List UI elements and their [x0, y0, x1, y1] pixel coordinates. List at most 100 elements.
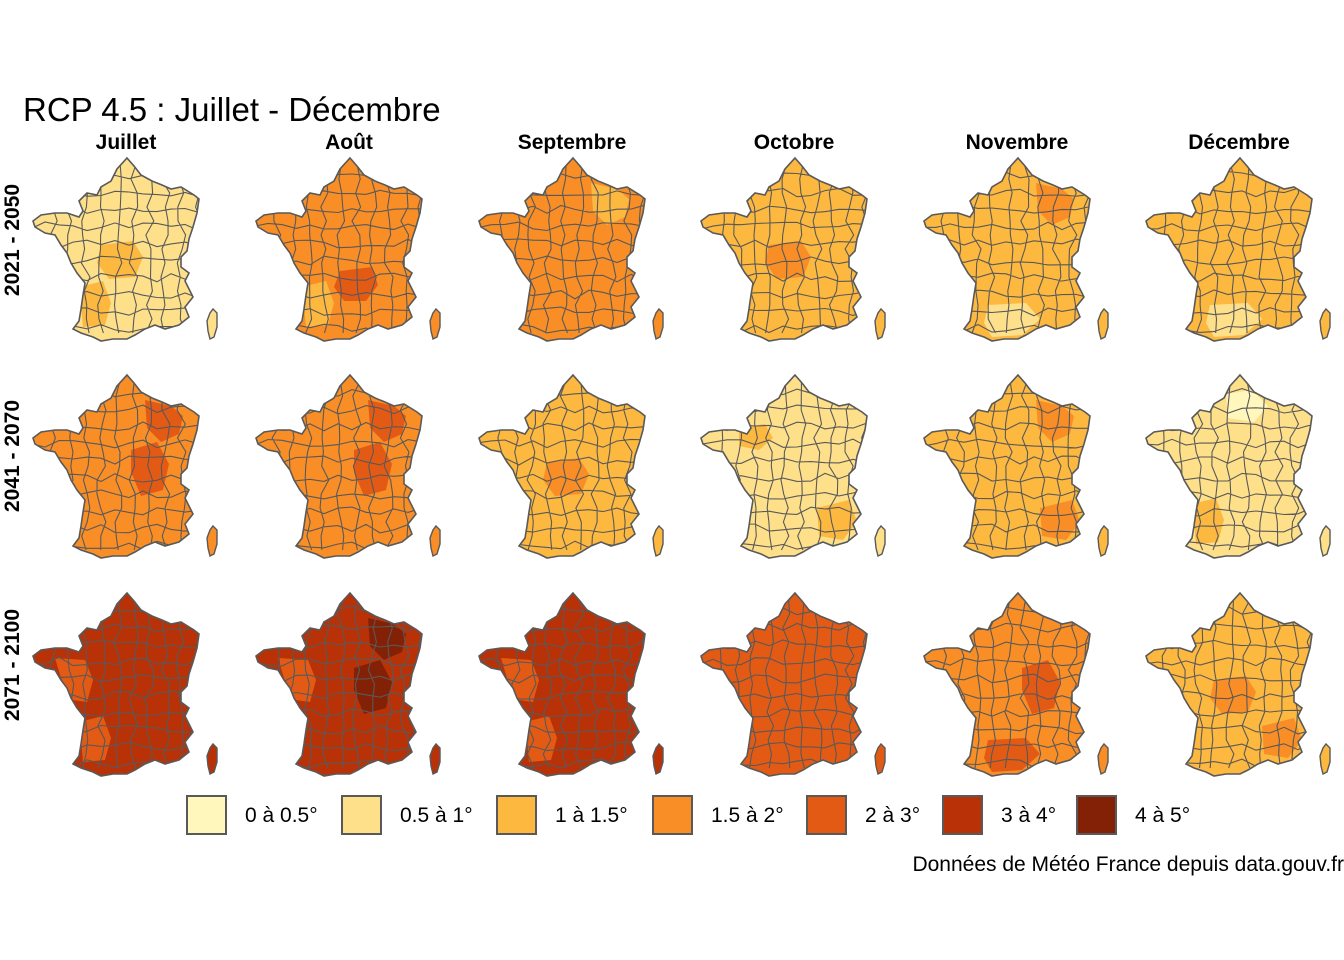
country-outline [700, 591, 868, 777]
column-label-2: Septembre [517, 131, 627, 154]
legend-label: 0 à 0.5° [245, 804, 318, 827]
legend-swatch [942, 795, 983, 835]
legend-swatch [1076, 795, 1117, 835]
legend-label: 4 à 5° [1135, 804, 1191, 827]
map-panel-1-5 [1144, 372, 1334, 567]
country-outline [923, 156, 1091, 342]
region-south-east [1040, 500, 1080, 540]
corsica [429, 307, 441, 341]
legend-swatch [806, 795, 847, 835]
country-outline [478, 591, 646, 777]
france-map [478, 156, 664, 342]
map-panel-2-0 [31, 590, 221, 785]
france-map [700, 373, 886, 559]
country-outline [1145, 591, 1313, 777]
column-label-4: Novembre [965, 131, 1069, 154]
map-panel-0-5 [1144, 155, 1334, 350]
country-outline [255, 156, 423, 342]
corsica [1097, 524, 1109, 558]
country-outline [255, 373, 423, 559]
legend-label: 1.5 à 2° [711, 804, 784, 827]
region-north-east [368, 618, 406, 660]
map-panel-2-5 [1144, 590, 1334, 785]
map-panel-0-2 [477, 155, 667, 350]
region-centre [765, 241, 811, 279]
france-map [1145, 156, 1331, 342]
source-caption: Données de Météo France depuis data.gouv… [912, 853, 1344, 876]
region-west [278, 658, 316, 702]
map-panel-1-0 [31, 372, 221, 567]
corsica [652, 524, 664, 558]
france-map [255, 156, 441, 342]
corsica [206, 742, 218, 776]
map-panel-2-3 [699, 590, 889, 785]
region-centre-east [131, 442, 169, 496]
country-outline [478, 373, 646, 559]
corsica [429, 742, 441, 776]
region-south-east [1262, 718, 1302, 758]
region-centre-east [1022, 660, 1060, 714]
region-north-east [1036, 400, 1074, 442]
corsica [206, 307, 218, 341]
france-map [923, 373, 1109, 559]
legend-swatch [496, 795, 537, 835]
legend-label: 3 à 4° [1001, 804, 1057, 827]
france-map [700, 156, 886, 342]
france-map [32, 591, 218, 777]
country-outline [700, 156, 868, 342]
legend-swatch [186, 795, 227, 835]
corsica [874, 524, 886, 558]
region-centre-east [354, 660, 392, 714]
mainland-fill [256, 593, 422, 776]
country-outline [32, 373, 200, 559]
corsica [874, 307, 886, 341]
mainland-fill [924, 593, 1090, 776]
region-centre [1210, 676, 1256, 714]
corsica [652, 307, 664, 341]
mainland-fill [479, 593, 645, 776]
corsica [206, 524, 218, 558]
legend-swatch [341, 795, 382, 835]
map-panel-2-2 [477, 590, 667, 785]
france-map [32, 156, 218, 342]
region-centre-east [354, 442, 392, 496]
row-label-2: 2071 - 2100 [1, 608, 24, 722]
corsica [652, 742, 664, 776]
country-outline [923, 373, 1091, 559]
legend-swatch [652, 795, 693, 835]
map-panel-0-1 [254, 155, 444, 350]
france-map [32, 373, 218, 559]
corsica [874, 742, 886, 776]
map-panel-2-1 [254, 590, 444, 785]
mainland-fill [33, 593, 199, 776]
country-outline [32, 591, 200, 777]
france-map [700, 591, 886, 777]
france-map [478, 591, 664, 777]
country-outline [32, 156, 200, 342]
map-panel-1-4 [922, 372, 1112, 567]
legend-label: 2 à 3° [865, 804, 921, 827]
legend-label: 1 à 1.5° [555, 804, 628, 827]
country-outline [923, 591, 1091, 777]
france-map [1145, 591, 1331, 777]
column-label-0: Juillet [95, 131, 157, 154]
map-panel-1-2 [477, 372, 667, 567]
corsica [429, 524, 441, 558]
chart-title: RCP 4.5 : Juillet - Décembre [23, 91, 441, 128]
map-panel-2-4 [922, 590, 1112, 785]
region-south-west [1192, 498, 1224, 544]
column-label-3: Octobre [753, 131, 835, 154]
france-map [255, 591, 441, 777]
france-map [923, 156, 1109, 342]
row-label-0: 2021 - 2050 [1, 183, 24, 297]
column-label-5: Décembre [1188, 131, 1290, 154]
map-panel-1-3 [699, 372, 889, 567]
france-map [255, 373, 441, 559]
region-west [501, 658, 539, 702]
row-label-1: 2041 - 2070 [1, 399, 24, 513]
map-panel-1-1 [254, 372, 444, 567]
region-north-east [368, 400, 406, 442]
france-map [923, 591, 1109, 777]
country-outline [700, 373, 868, 559]
country-outline [1145, 373, 1313, 559]
